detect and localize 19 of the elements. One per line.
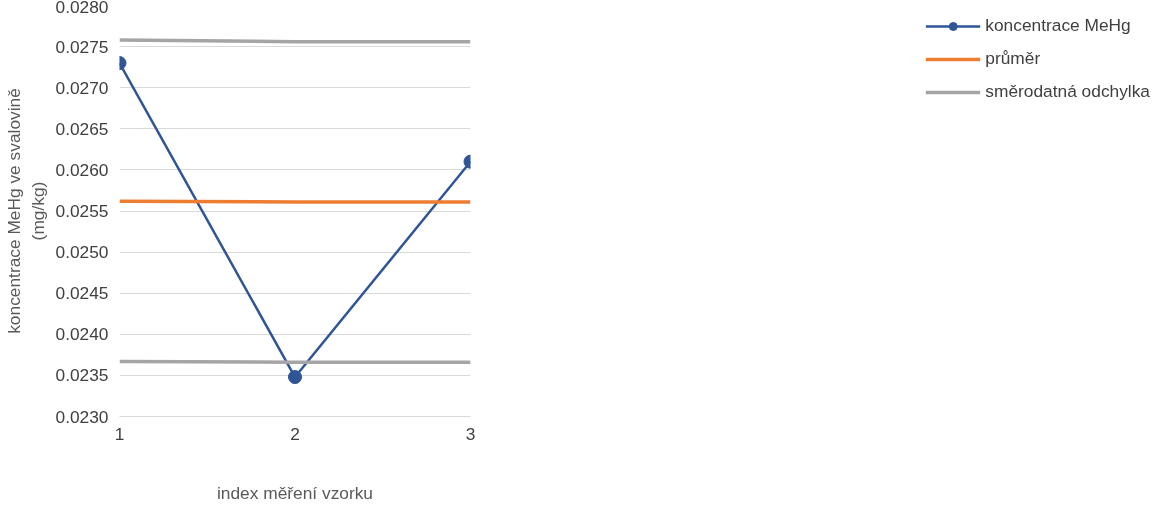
- y-tick-label: 0.0280: [55, 0, 109, 17]
- y-tick-label: 0.0260: [55, 159, 109, 180]
- y-axis-title: koncentrace MeHg ve svalovině (mg/kg): [3, 88, 48, 334]
- x-tick-label: 1: [114, 423, 125, 444]
- y-tick-label: 0.0255: [55, 201, 109, 221]
- y-tick-label: 0.0265: [55, 118, 109, 139]
- y-tick-label: 0.0245: [55, 283, 109, 304]
- y-tick-label: 0.0230: [55, 406, 109, 427]
- x-axis-title: index měření vzorku: [216, 482, 374, 503]
- legend-label: průměr: [985, 48, 1041, 69]
- y-tick-label: 0.0275: [55, 36, 109, 57]
- y-tick-label: 0.0235: [55, 365, 109, 386]
- y-tick-label: 0.0250: [55, 242, 109, 263]
- y-tick-label: 0.0270: [55, 77, 109, 98]
- x-tick-label: 3: [465, 423, 476, 444]
- x-tick-label: 2: [290, 423, 300, 444]
- legend-label: směrodatná odchylka: [985, 81, 1150, 102]
- legend-label: koncentrace MeHg: [985, 15, 1131, 36]
- y-tick-label: 0.0240: [55, 324, 109, 345]
